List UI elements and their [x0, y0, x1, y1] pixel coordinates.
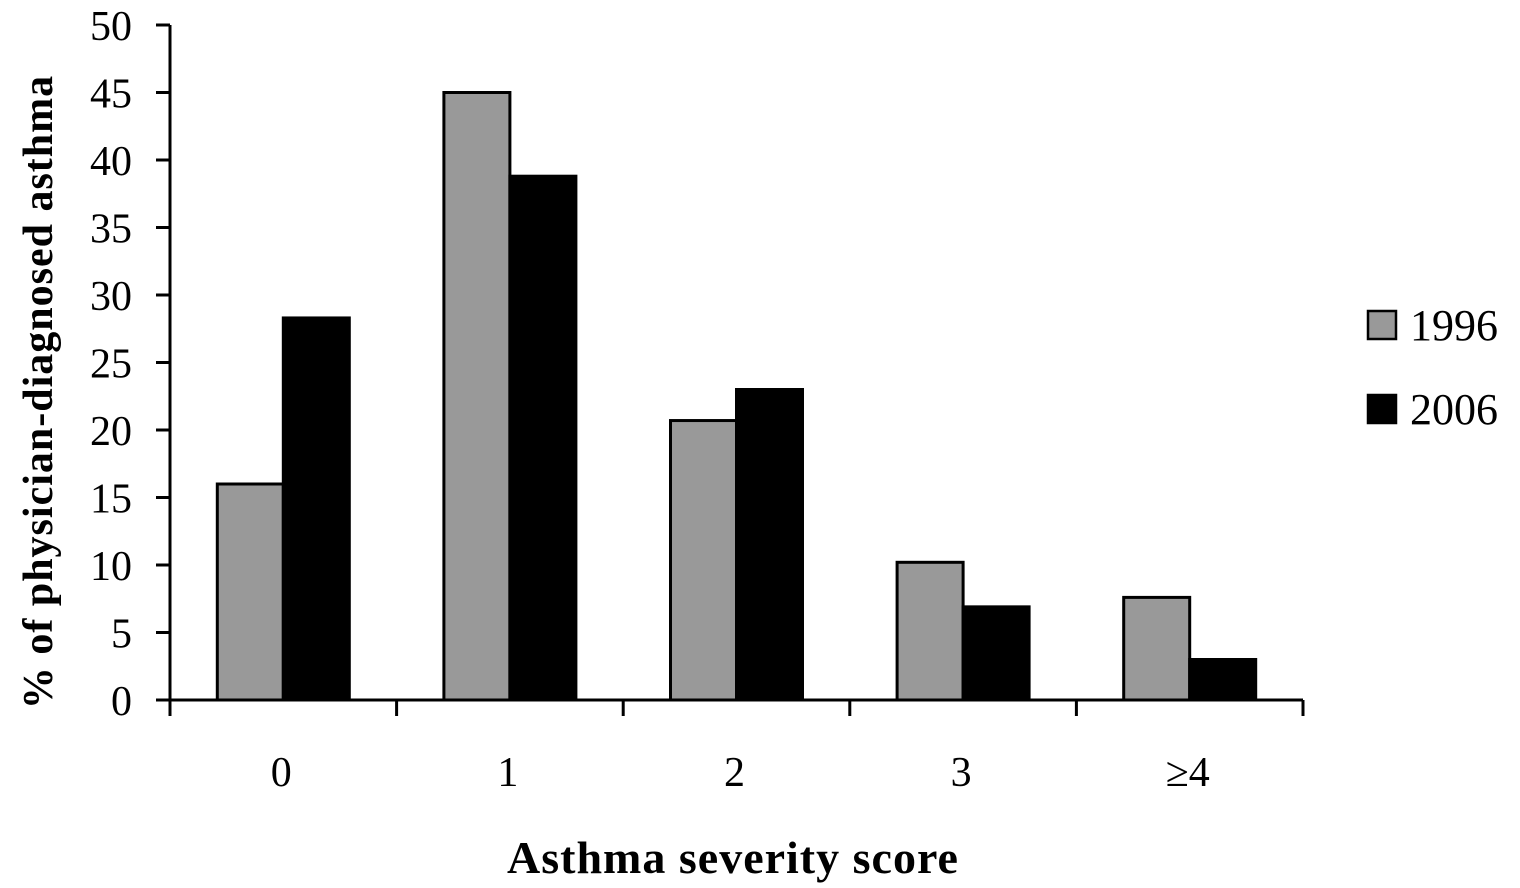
y-tick-label: 40: [90, 139, 132, 185]
y-tick-label: 50: [90, 4, 132, 50]
y-tick-label: 20: [90, 409, 132, 455]
y-tick-label: 10: [90, 544, 132, 590]
bar-1996-1: [442, 91, 512, 702]
bar-2006-1: [508, 174, 578, 702]
bar-2006-4: [1188, 658, 1258, 702]
bar-2006-0: [281, 316, 351, 702]
y-tick-label: 15: [90, 477, 132, 523]
bar-2006-3: [961, 605, 1031, 702]
bars-group: [215, 91, 1258, 702]
x-tick-label: 0: [271, 750, 292, 796]
y-axis-title: % of physician-diagnosed asthma: [16, 75, 62, 709]
legend-swatch-2006: [1366, 393, 1398, 425]
y-tick-label: 5: [111, 612, 132, 658]
bar-1996-0: [215, 482, 285, 702]
legend-label-1996: 1996: [1410, 301, 1498, 350]
x-tick-label: ≥4: [1166, 750, 1210, 796]
bar-1996-3: [895, 560, 965, 702]
x-axis-title: Asthma severity score: [507, 832, 959, 883]
bar-2006-2: [735, 388, 804, 702]
y-ticks-group: 0 5 10 15 20 25 30 35 40 45 50: [90, 4, 170, 725]
legend-label-2006: 2006: [1410, 385, 1498, 434]
legend: 1996 2006: [1366, 301, 1498, 434]
x-tick-label: 1: [497, 750, 518, 796]
x-ticks-group: 0 1 2 3 ≥4: [168, 700, 1305, 796]
y-tick-label: 45: [90, 72, 132, 118]
x-tick-label: 2: [724, 750, 745, 796]
y-tick-label: 25: [90, 342, 132, 388]
bar-1996-2: [669, 419, 738, 702]
legend-swatch-1996: [1366, 309, 1398, 341]
x-tick-label: 3: [951, 750, 972, 796]
y-tick-label: 35: [90, 207, 132, 253]
y-tick-label: 0: [111, 679, 132, 725]
bar-1996-4: [1122, 595, 1192, 702]
y-tick-label: 30: [90, 274, 132, 320]
